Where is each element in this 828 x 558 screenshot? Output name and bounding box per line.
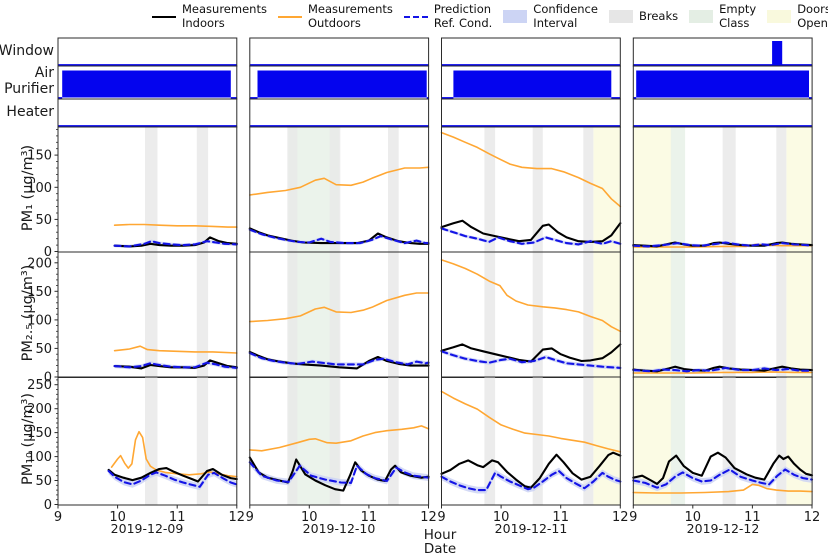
- svg-text:100: 100: [27, 313, 52, 328]
- legend-swatch-0: [152, 15, 176, 18]
- svg-text:11: 11: [552, 510, 569, 525]
- legend-swatch-1: [277, 15, 302, 18]
- legend-item-outdoors: Measurements Outdoors: [277, 2, 393, 30]
- legend-label: Breaks: [638, 8, 679, 23]
- legend-item-prediction: Prediction Ref. Cond.: [403, 2, 493, 30]
- svg-text:12: 12: [420, 510, 437, 525]
- date-label-day4: 2019-12-12: [686, 521, 760, 536]
- date-label-day3: 2019-12-11: [494, 521, 568, 536]
- svg-text:150: 150: [27, 149, 52, 164]
- svg-text:12: 12: [229, 510, 246, 525]
- svg-text:50: 50: [35, 342, 52, 357]
- legend-label: Measurements Outdoors: [307, 2, 393, 30]
- date-label-day2: 2019-12-10: [302, 521, 376, 536]
- svg-text:100: 100: [27, 181, 52, 196]
- svg-text:10: 10: [685, 510, 702, 525]
- svg-text:0: 0: [44, 498, 52, 513]
- legend-swatch-3: [503, 10, 528, 24]
- svg-text:0: 0: [44, 371, 52, 386]
- svg-text:10: 10: [301, 510, 318, 525]
- svg-text:50: 50: [35, 474, 52, 489]
- row-label-window: Window: [0, 43, 54, 59]
- legend-swatch-6: [767, 10, 792, 24]
- date-label-day1: 2019-12-09: [110, 521, 184, 536]
- legend-swatch-4: [608, 10, 633, 24]
- svg-text:200: 200: [27, 402, 52, 417]
- svg-text:11: 11: [744, 510, 761, 525]
- svg-text:150: 150: [27, 426, 52, 441]
- svg-text:150: 150: [27, 285, 52, 300]
- svg-text:10: 10: [493, 510, 510, 525]
- legend-item-confidence-interval: Confidence Interval: [503, 2, 598, 30]
- svg-text:200: 200: [27, 256, 52, 271]
- svg-text:11: 11: [361, 510, 378, 525]
- legend-label: Doors Open: [797, 2, 828, 30]
- legend-item-doors-open: Doors Open: [767, 2, 828, 30]
- svg-text:9: 9: [437, 510, 445, 525]
- svg-text:9: 9: [629, 510, 637, 525]
- legend-label: Confidence Interval: [533, 2, 598, 30]
- legend-swatch-2: [403, 15, 428, 18]
- svg-text:12: 12: [804, 510, 821, 525]
- legend-label: Empty Class: [719, 2, 757, 30]
- legend: Measurements Indoors Measurements Outdoors…: [152, 2, 828, 30]
- svg-text:50: 50: [35, 213, 52, 228]
- svg-text:12: 12: [612, 510, 629, 525]
- svg-text:100: 100: [27, 450, 52, 465]
- legend-item-empty-class: Empty Class: [689, 2, 757, 30]
- row-label-air-purifier: Air Purifier: [4, 65, 54, 97]
- legend-label: Measurements Indoors: [182, 2, 267, 30]
- row-label-heater: Heater: [6, 104, 54, 120]
- svg-text:250: 250: [27, 378, 52, 393]
- svg-text:9: 9: [246, 510, 254, 525]
- legend-label: Prediction Ref. Cond.: [433, 2, 493, 30]
- legend-item-breaks: Breaks: [608, 8, 679, 24]
- x-axis-label-date: Date: [423, 541, 457, 557]
- svg-text:0: 0: [44, 245, 52, 260]
- x-axis-label-hour: Hour: [423, 527, 457, 543]
- svg-text:10: 10: [109, 510, 126, 525]
- svg-text:11: 11: [169, 510, 186, 525]
- legend-swatch-5: [689, 10, 714, 24]
- legend-item-indoors: Measurements Indoors: [152, 2, 267, 30]
- svg-text:9: 9: [54, 510, 62, 525]
